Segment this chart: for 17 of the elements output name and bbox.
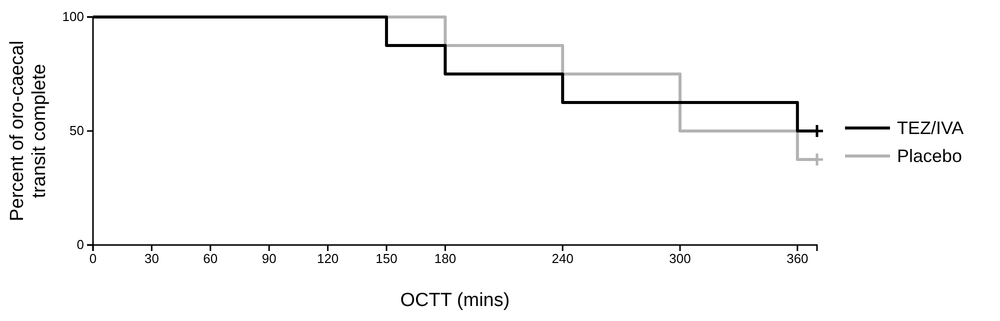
x-tick-label: 240 <box>552 251 574 266</box>
x-tick-label: 180 <box>434 251 456 266</box>
x-tick-label: 150 <box>376 251 398 266</box>
legend-label: Placebo <box>897 146 962 166</box>
legend-label: TEZ/IVA <box>897 118 964 138</box>
y-tick-label: 0 <box>76 237 84 252</box>
x-tick-label: 30 <box>144 251 159 266</box>
y-tick-label: 50 <box>70 123 84 138</box>
y-tick-label: 100 <box>62 9 84 24</box>
y-axis-title: Percent of oro-caecal transit complete <box>7 40 50 222</box>
x-tick-label: 90 <box>262 251 276 266</box>
x-tick-label: 300 <box>669 251 691 266</box>
x-tick-label: 120 <box>316 251 339 266</box>
x-axis-title: OCTT (mins) <box>400 290 510 311</box>
x-tick-label: 360 <box>786 251 808 266</box>
x-tick-label: 60 <box>203 251 218 266</box>
x-tick-label: 0 <box>89 251 97 266</box>
